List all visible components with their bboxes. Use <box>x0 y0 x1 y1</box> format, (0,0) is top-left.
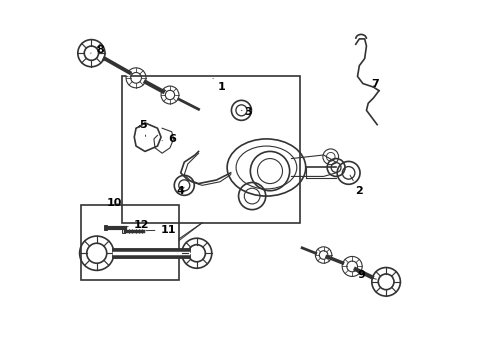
Polygon shape <box>134 123 161 152</box>
Text: 6: 6 <box>162 134 176 144</box>
Bar <box>104 225 107 230</box>
Bar <box>122 76 300 223</box>
Text: 1: 1 <box>213 78 226 92</box>
Text: 7: 7 <box>371 78 379 89</box>
Text: 3: 3 <box>242 107 252 117</box>
Text: 12: 12 <box>124 220 149 230</box>
Text: 8: 8 <box>91 45 104 55</box>
Text: 9: 9 <box>357 270 376 280</box>
Text: 10: 10 <box>107 198 122 208</box>
Bar <box>122 228 125 233</box>
Text: 5: 5 <box>139 120 147 136</box>
Text: 4: 4 <box>177 186 185 196</box>
Bar <box>81 205 179 280</box>
Text: 11: 11 <box>146 225 176 235</box>
Polygon shape <box>154 128 173 153</box>
Text: 2: 2 <box>350 175 363 196</box>
